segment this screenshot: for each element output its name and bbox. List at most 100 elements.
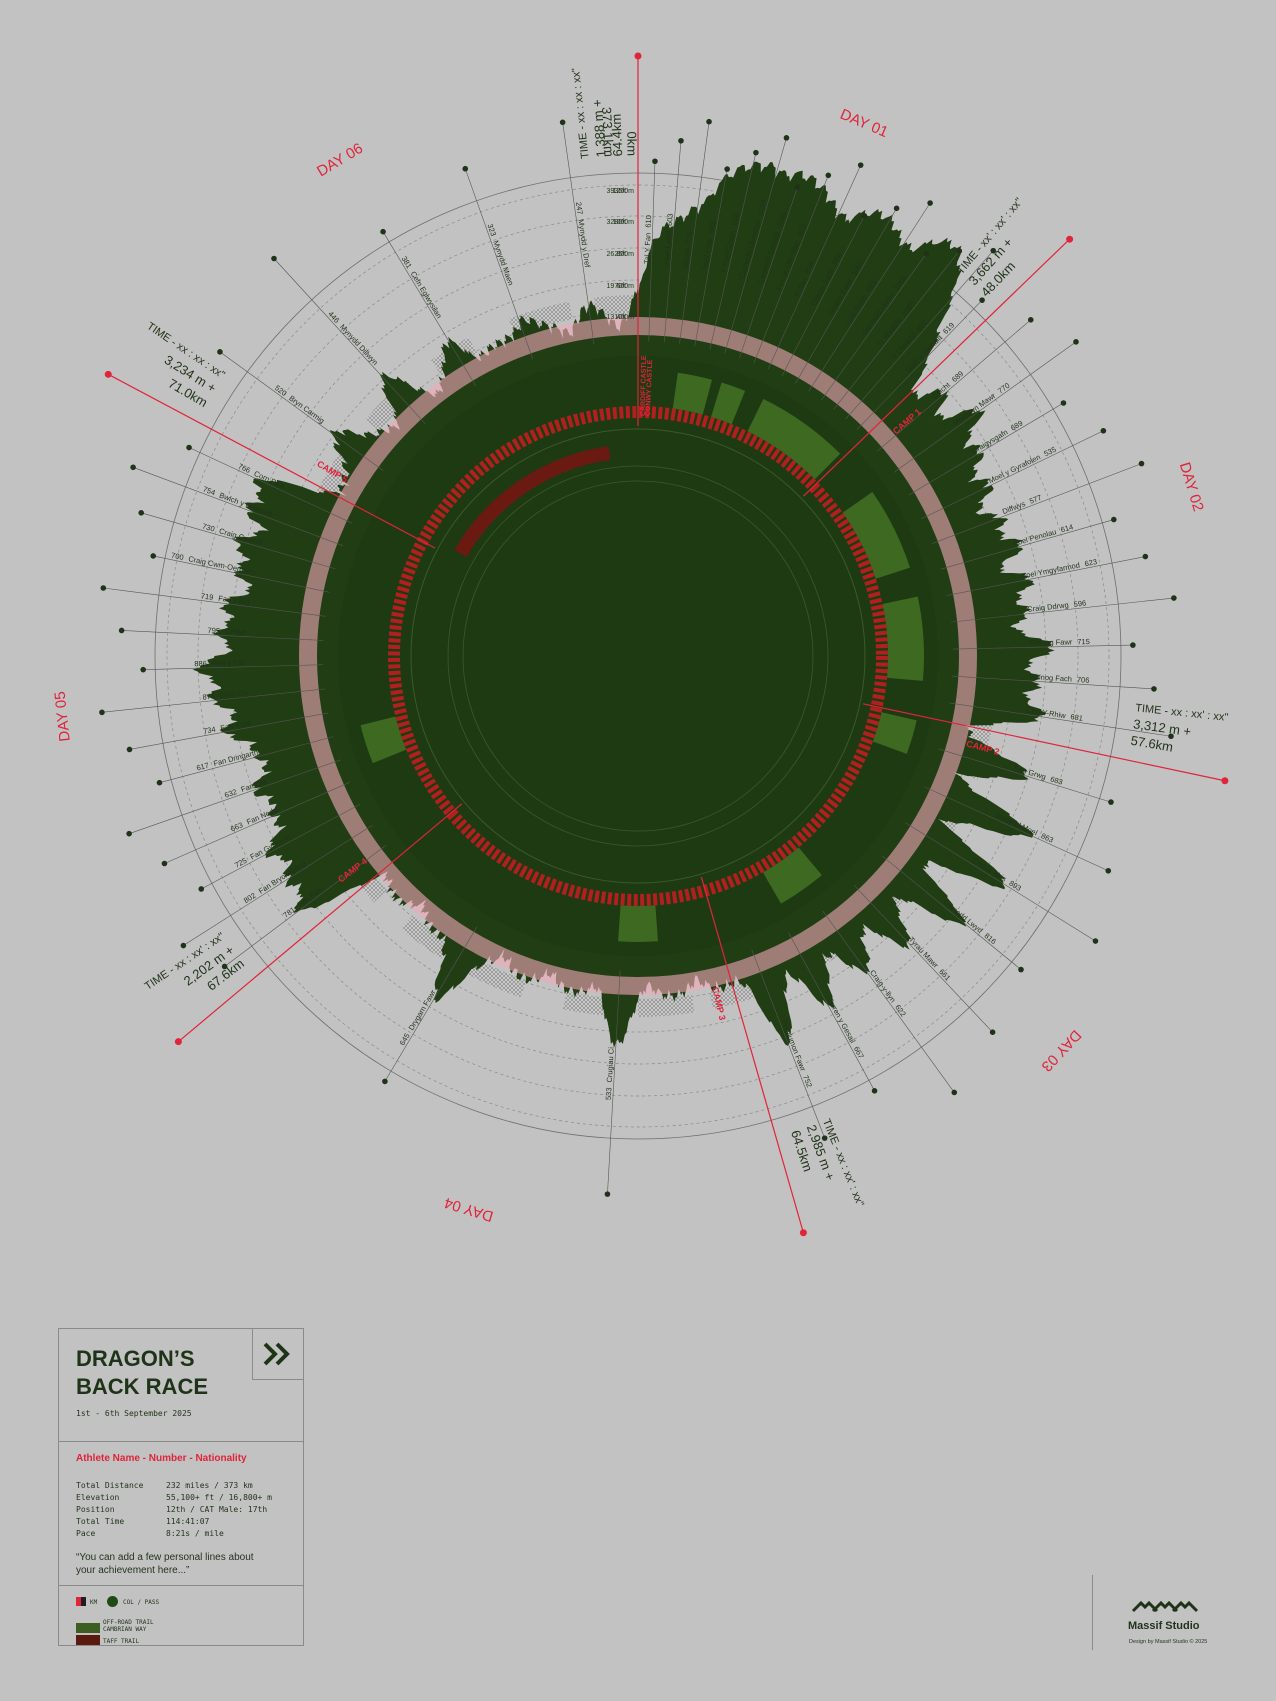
inner-line — [462, 480, 814, 832]
peak-dot — [156, 779, 163, 786]
day-end-line — [700, 876, 804, 1233]
peak-dot — [559, 119, 566, 126]
peak-line — [153, 555, 330, 593]
inner-line — [447, 465, 829, 847]
peak-line — [881, 855, 1022, 970]
ring-label-ft: 3936ft — [607, 188, 627, 195]
peak-label: 247 Mynydd y Dref — [574, 201, 592, 268]
peak-elevation: 863 — [1040, 831, 1055, 844]
peak-dot — [706, 118, 712, 125]
peak-line — [751, 949, 825, 1139]
cambrian-segment — [872, 712, 917, 754]
peak-label: 886 Pen y Fan — [194, 658, 246, 668]
peak-dot — [1108, 799, 1114, 805]
peak-dot — [678, 137, 684, 144]
peak-dot — [794, 184, 801, 191]
peak-elevation: 802 — [242, 891, 257, 905]
peak-line — [908, 402, 1064, 496]
legend-label: TAFF TRAIL — [103, 1638, 140, 1645]
peak-dot — [951, 1089, 958, 1096]
peak-name: Diffwys — [1001, 499, 1027, 516]
peak-name: Fan y Big — [218, 594, 251, 607]
peak-line — [808, 202, 931, 392]
peak-elevation: 719 — [200, 591, 214, 602]
peak-line — [562, 122, 595, 345]
day-end-marker — [104, 370, 112, 378]
peak-dot — [990, 247, 997, 254]
ring-label-ft: 1310ft — [607, 314, 627, 321]
peak-line — [219, 351, 384, 471]
peak-dot — [1018, 966, 1024, 973]
peak-dot — [1138, 460, 1145, 467]
peak-name: Crugiau Ci — [605, 1047, 616, 1083]
peak-line — [893, 341, 1077, 473]
peak-elevation: 623 — [1084, 557, 1098, 568]
cambrian-segment — [762, 847, 822, 904]
peak-line — [679, 121, 710, 344]
peak-dot — [724, 166, 730, 172]
peak-name: Bryn Carmig — [287, 394, 326, 426]
day-summary-climb: 1,388 m + — [590, 99, 609, 158]
peak-name: Rhinog Fach — [1029, 672, 1072, 684]
peak-line — [739, 187, 798, 358]
stat-key: Position — [76, 1505, 115, 1514]
peak-elevation: 645 — [398, 1032, 412, 1047]
stat-value: 232 miles / 373 km — [166, 1481, 253, 1490]
peak-label: Craig-y-llyn622 — [868, 968, 908, 1018]
stat-value: 114:41:07 — [166, 1517, 210, 1526]
peak-dot — [1130, 642, 1136, 648]
peak-name: Foel Lwyd — [662, 231, 674, 266]
peak-label: Craig Ddrwg 596 — [1027, 598, 1087, 613]
peak-dot — [130, 464, 136, 471]
peak-elevation: 661 — [937, 967, 952, 982]
stat-row: Total Distance 232 miles / 373 km — [76, 1481, 272, 1493]
peak-elevation: 323 — [485, 223, 498, 238]
peak-line — [101, 688, 325, 713]
peak-line — [924, 786, 1109, 872]
peak-line — [129, 759, 341, 834]
title: DRAGON’S BACK RACE — [76, 1345, 208, 1401]
peak-line — [822, 910, 955, 1093]
legend-label: OFF-ROAD TRAIL — [103, 1619, 154, 1626]
elevation-ring — [166, 184, 1110, 1128]
peak-line — [932, 463, 1142, 544]
stat-row: Elevation 55,100+ ft / 16,800+ m — [76, 1493, 272, 1505]
peak-elevation: 667 — [852, 1045, 866, 1060]
cambrian-swatch — [76, 1623, 100, 1633]
peak-dot — [1092, 938, 1099, 944]
peak-dot — [1168, 733, 1174, 740]
peak-elevation: 754 — [202, 484, 217, 497]
peak-elevation: 1064 — [755, 198, 768, 217]
peak-dot — [1171, 595, 1177, 601]
peak-dot — [217, 349, 223, 355]
peak-line — [753, 175, 829, 364]
peak-elevation: 781 — [281, 905, 296, 920]
peak-elevation: 795 — [207, 626, 220, 636]
peak-elevation: 942 — [706, 220, 717, 234]
peak-label: Tarren y Gesail667 — [825, 996, 865, 1060]
dates: 1st - 6th September 2025 — [76, 1409, 192, 1418]
km-ring — [388, 406, 888, 906]
peak-label: 730 Craig Cwareli — [201, 521, 264, 547]
day-label: DAY 04 — [442, 1194, 495, 1225]
peak-label: 617 Fan Dringarth — [195, 748, 259, 773]
peak-line — [951, 597, 1174, 623]
peak-dot — [1027, 317, 1034, 323]
peak-line — [183, 824, 373, 946]
cambrian-segment — [618, 905, 658, 942]
peak-dot — [138, 510, 145, 516]
peak-label: Foel Lwyd 603 — [662, 213, 675, 265]
peak-elevation: 614 — [1060, 522, 1075, 534]
peak-label: Pumlumon Fawr752 — [780, 1018, 814, 1089]
peak-line — [938, 748, 1112, 803]
stat-key: Pace — [76, 1529, 96, 1538]
peak-dot — [956, 248, 963, 254]
peak-line — [201, 803, 361, 890]
peak-elevation: 663 — [229, 820, 244, 833]
peak-dot — [1100, 427, 1107, 434]
finish-km: 373.1km — [599, 107, 617, 158]
peak-elevation: 603 — [665, 213, 675, 226]
peak-name: Fan Dringarth — [212, 748, 259, 768]
